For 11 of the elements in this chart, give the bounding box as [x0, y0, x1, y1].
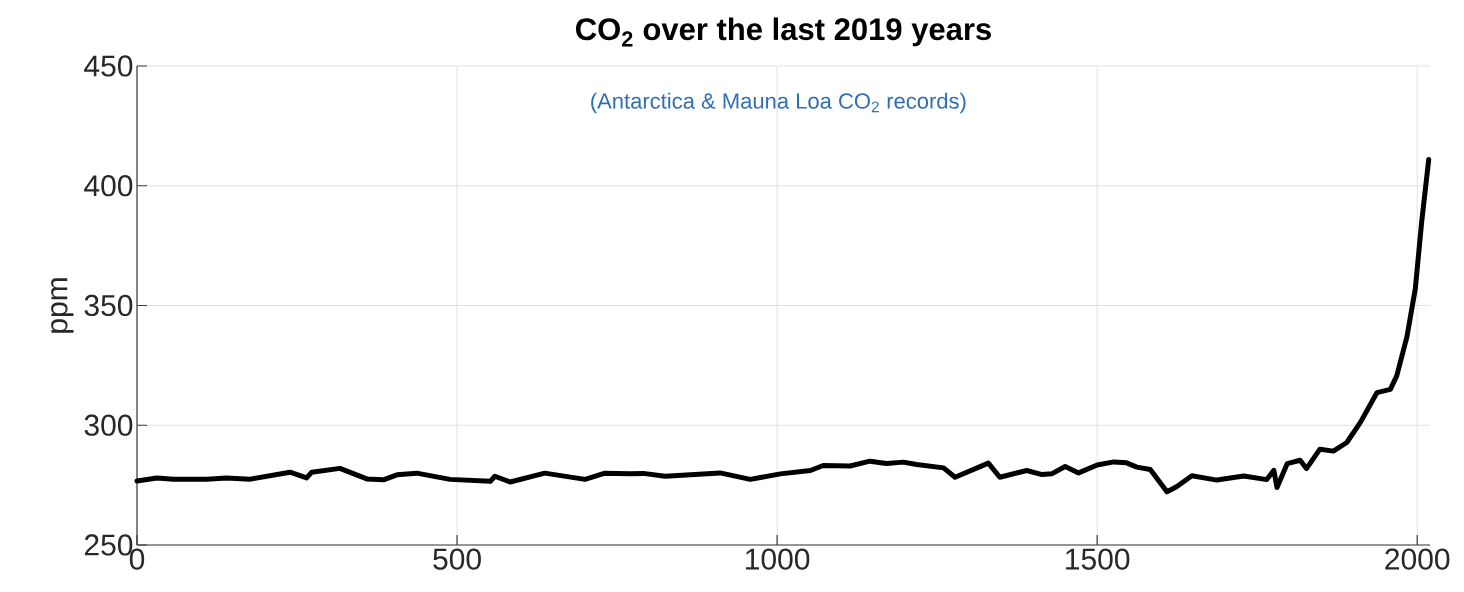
y-tick-label: 450 [84, 55, 133, 77]
y-tick-label: 400 [84, 175, 133, 197]
x-tick-label: 2000 [1385, 548, 1450, 570]
x-tick-label: 1500 [1066, 548, 1130, 570]
y-axis-title: ppm [51, 278, 74, 333]
y-tick-label: 350 [84, 294, 133, 317]
annotation: (Antarctica & Mauna Loa CO$_{2}$ records) [591, 92, 966, 114]
x-tick-label: 1000 [746, 548, 810, 570]
chart-title: CO$_{2}$ over the last 2019 years [576, 17, 991, 47]
y-tick-label: 300 [84, 414, 133, 436]
x-tick-label: 500 [433, 548, 481, 570]
